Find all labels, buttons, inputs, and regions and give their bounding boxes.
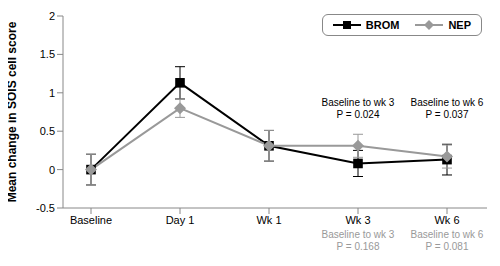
svg-text:2: 2 — [49, 10, 55, 22]
html-text:NEP: NEP — [448, 19, 471, 31]
svg-text:-0.5: -0.5 — [36, 202, 55, 214]
svg-text:Baseline to wk 6: Baseline to wk 6 — [411, 97, 484, 108]
svg-text:Wk 3: Wk 3 — [345, 214, 370, 226]
svg-text:1.5: 1.5 — [40, 48, 55, 60]
svg-text:P = 0.037: P = 0.037 — [426, 109, 469, 120]
svg-text:P = 0.024: P = 0.024 — [337, 109, 380, 120]
svg-text:Wk 1: Wk 1 — [256, 214, 281, 226]
svg-text:0.5: 0.5 — [40, 125, 55, 137]
svg-text:P = 0.168: P = 0.168 — [337, 241, 380, 252]
svg-text:1: 1 — [49, 87, 55, 99]
svg-text:Baseline to wk 6: Baseline to wk 6 — [411, 229, 484, 240]
svg-text:P = 0.081: P = 0.081 — [426, 241, 469, 252]
svg-text:Mean change in SOIS cell score: Mean change in SOIS cell score — [8, 21, 19, 202]
svg-text:Baseline: Baseline — [70, 214, 112, 226]
svg-text:Baseline to wk 3: Baseline to wk 3 — [322, 229, 395, 240]
svg-text:Wk 6: Wk 6 — [434, 214, 459, 226]
svg-text:Day 1: Day 1 — [166, 214, 195, 226]
svg-text:Baseline to wk 3: Baseline to wk 3 — [322, 97, 395, 108]
svg-text:0: 0 — [49, 164, 55, 176]
html-text:BROM: BROM — [365, 19, 400, 31]
